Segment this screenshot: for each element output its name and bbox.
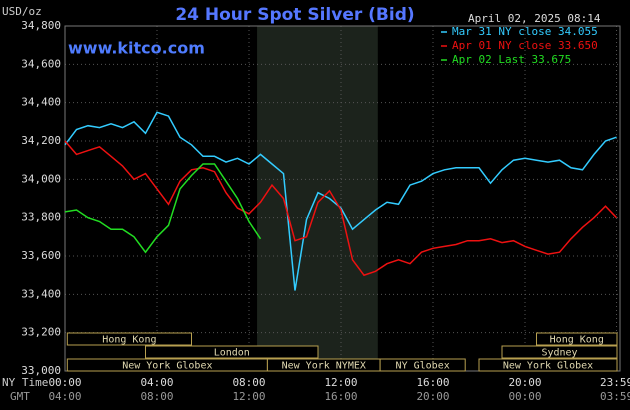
session-box <box>536 332 618 346</box>
x-tick-label: 20:00 <box>508 376 541 389</box>
y-tick-label: 33,400 <box>21 287 61 300</box>
session-box <box>379 358 466 372</box>
y-axis-label: USD/oz <box>2 5 42 18</box>
session-box <box>501 345 618 359</box>
x-tick-label: 04:00 <box>140 376 173 389</box>
session-box <box>478 358 618 372</box>
y-tick-label: 33,000 <box>21 364 61 377</box>
x-tick-label: 16:00 <box>416 376 449 389</box>
session-label: New York NYMEX <box>282 361 366 372</box>
x2-tick-label: 00:00 <box>508 390 541 403</box>
x-tick-label: 12:00 <box>324 376 357 389</box>
series-line <box>64 163 262 254</box>
x2-tick-label: 03:59 <box>600 390 630 403</box>
y-tick-label: 34,600 <box>21 57 61 70</box>
x2-axis-label: GMT <box>10 390 30 403</box>
session-label: Sydney <box>541 348 577 359</box>
legend-label: Mar 31 NY close 34.055 <box>452 25 598 38</box>
session-highlight <box>257 26 378 371</box>
legend-label: Apr 01 NY close 33.650 <box>452 39 598 52</box>
session-label: NY Globex <box>396 361 450 372</box>
x2-tick-label: 16:00 <box>324 390 357 403</box>
y-tick-label: 33,800 <box>21 211 61 224</box>
series-line <box>64 111 617 291</box>
legend-label: Apr 02 Last 33.675 <box>452 53 571 66</box>
x-tick-label: 08:00 <box>232 376 265 389</box>
session-box <box>145 345 319 359</box>
y-tick-label: 33,200 <box>21 326 61 339</box>
session-label: New York Globex <box>503 361 593 372</box>
y-tick-label: 33,600 <box>21 249 61 262</box>
x2-tick-label: 08:00 <box>140 390 173 403</box>
session-label: Hong Kong <box>102 335 156 346</box>
timestamp: April 02, 2025 08:14 <box>468 12 601 25</box>
x-tick-label: 23:59 <box>600 376 630 389</box>
source: www.kitco.com <box>68 39 205 58</box>
x2-tick-label: 12:00 <box>232 390 265 403</box>
x2-tick-label: 20:00 <box>416 390 449 403</box>
series-line <box>64 140 618 277</box>
session-box <box>66 332 192 346</box>
y-tick-label: 34,000 <box>21 172 61 185</box>
session-label: London <box>214 348 250 359</box>
y-tick-label: 34,400 <box>21 96 61 109</box>
x-tick-label: 00:00 <box>48 376 81 389</box>
y-tick-label: 34,800 <box>21 19 61 32</box>
chart-title: 24 Hour Spot Silver (Bid) <box>175 5 414 25</box>
session-label: Hong Kong <box>550 335 604 346</box>
x-axis-label: NY Time <box>2 376 48 389</box>
y-tick-label: 34,200 <box>21 134 61 147</box>
x2-tick-label: 04:00 <box>48 390 81 403</box>
session-label: New York Globex <box>122 361 212 372</box>
